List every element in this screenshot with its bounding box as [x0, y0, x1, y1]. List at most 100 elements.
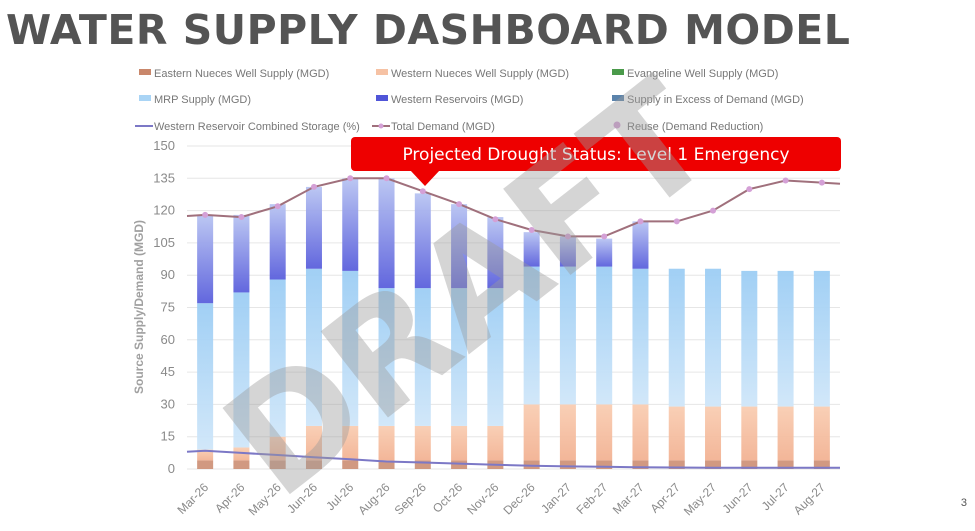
- chart-gridlines: [187, 145, 840, 470]
- bar-segment: [342, 425, 359, 461]
- bar-segment: [705, 406, 722, 461]
- bar-segment: [632, 268, 649, 405]
- bar-segment: [668, 268, 685, 407]
- legend-label: Western Nueces Well Supply (MGD): [391, 68, 569, 80]
- bar-segment: [233, 292, 250, 448]
- x-tick-label: Mar-26: [174, 480, 211, 517]
- bar-segment: [451, 460, 468, 469]
- legend-label: Supply in Excess of Demand (MGD): [627, 94, 804, 106]
- legend-label: Reuse (Demand Reduction): [627, 121, 763, 133]
- reuse-marker: [673, 218, 680, 225]
- x-tick-label: Apr-26: [212, 480, 248, 516]
- y-tick-label: 60: [161, 332, 175, 347]
- bar-segment: [233, 447, 250, 461]
- reuse-marker: [601, 233, 608, 240]
- legend-item: Western Reservoirs (MGD): [376, 94, 523, 106]
- chart-legend: Eastern Nueces Well Supply (MGD) Western …: [135, 68, 804, 133]
- legend-item: MRP Supply (MGD): [139, 94, 251, 106]
- y-tick-label: 120: [153, 203, 175, 218]
- bar-segment: [523, 460, 540, 469]
- page-number: 3: [960, 497, 967, 509]
- bar-segment: [269, 204, 286, 280]
- bar-segment: [414, 460, 431, 469]
- reuse-marker: [274, 203, 281, 210]
- legend-swatch: [613, 121, 621, 129]
- bar-segment: [342, 178, 359, 271]
- y-tick-label: 135: [153, 170, 175, 185]
- bar-segment: [523, 404, 540, 461]
- bar-segment: [378, 288, 395, 426]
- bar-segment: [813, 406, 830, 461]
- bar-segment: [741, 270, 758, 407]
- bar-segment: [777, 406, 794, 461]
- bar-segment: [559, 460, 576, 469]
- legend-swatch: [376, 69, 388, 75]
- legend-item: Eastern Nueces Well Supply (MGD): [139, 68, 329, 80]
- y-tick-label: 90: [161, 267, 175, 282]
- bar-segment: [559, 404, 576, 461]
- reuse-marker: [637, 218, 644, 225]
- y-tick-label: 150: [153, 138, 175, 153]
- bar-segment: [632, 221, 649, 269]
- reuse-marker: [782, 177, 789, 184]
- bar-segment: [305, 186, 322, 269]
- legend-item: Western Nueces Well Supply (MGD): [376, 68, 569, 80]
- bar-segment: [342, 270, 359, 426]
- x-tick-label: Nov-26: [464, 480, 501, 517]
- bar-segment: [705, 268, 722, 407]
- bar-segment: [414, 288, 431, 426]
- legend-item: Western Reservoir Combined Storage (%): [135, 121, 360, 133]
- bar-segment: [197, 449, 214, 461]
- x-tick-label: Dec-26: [501, 480, 538, 517]
- bar-segment: [305, 425, 322, 461]
- bar-segment: [777, 460, 794, 469]
- x-tick-label: May-27: [681, 480, 719, 518]
- y-tick-label: 105: [153, 235, 175, 250]
- reuse-marker: [238, 214, 245, 221]
- callout-arrow: [410, 170, 440, 186]
- x-tick-label: Oct-26: [430, 480, 466, 516]
- bar-segment: [197, 303, 214, 450]
- legend-swatch: [376, 95, 388, 101]
- legend-label: Western Reservoirs (MGD): [391, 94, 523, 106]
- bar-segment: [741, 460, 758, 469]
- bar-segment: [487, 425, 504, 461]
- legend-item: Supply in Excess of Demand (MGD): [612, 94, 804, 106]
- bar-segment: [523, 232, 540, 267]
- y-axis-label: Source Supply/Demand (MGD): [132, 220, 146, 394]
- x-tick-label: Jan-27: [538, 480, 574, 516]
- bar-segment: [559, 236, 576, 267]
- bar-segment: [632, 404, 649, 461]
- bar-segment: [197, 214, 214, 304]
- bar-segment: [668, 406, 685, 461]
- reuse-marker: [383, 175, 390, 182]
- y-tick-label: 0: [168, 461, 175, 476]
- bar-segment: [451, 288, 468, 426]
- bar-segment: [813, 460, 830, 469]
- x-tick-label: Feb-27: [574, 480, 611, 517]
- bar-segment: [378, 178, 395, 289]
- reuse-marker: [528, 226, 535, 233]
- bar-segment: [487, 288, 504, 426]
- bar-segment: [596, 460, 613, 469]
- bar-segment: [596, 238, 613, 267]
- bar-segment: [414, 193, 431, 289]
- bar-segment: [632, 460, 649, 469]
- page-title: WATER SUPPLY DASHBOARD MODEL: [6, 6, 851, 54]
- drought-callout: Projected Drought Status: Level 1 Emerge…: [351, 137, 841, 186]
- reuse-marker: [347, 175, 354, 182]
- y-tick-label: 30: [161, 396, 175, 411]
- legend-swatch: [612, 69, 624, 75]
- legend-label: Western Reservoir Combined Storage (%): [154, 121, 360, 133]
- y-tick-label: 45: [161, 364, 175, 379]
- bar-segment: [269, 279, 286, 437]
- bar-segment: [487, 217, 504, 289]
- x-tick-label: Jun-27: [720, 480, 756, 516]
- x-tick-label: Mar-27: [610, 480, 647, 517]
- reuse-marker: [710, 207, 717, 214]
- legend-label: Evangeline Well Supply (MGD): [627, 68, 778, 80]
- bar-segment: [559, 266, 576, 405]
- reuse-marker: [310, 183, 317, 190]
- bar-segment: [305, 268, 322, 426]
- legend-label: Total Demand (MGD): [391, 121, 495, 133]
